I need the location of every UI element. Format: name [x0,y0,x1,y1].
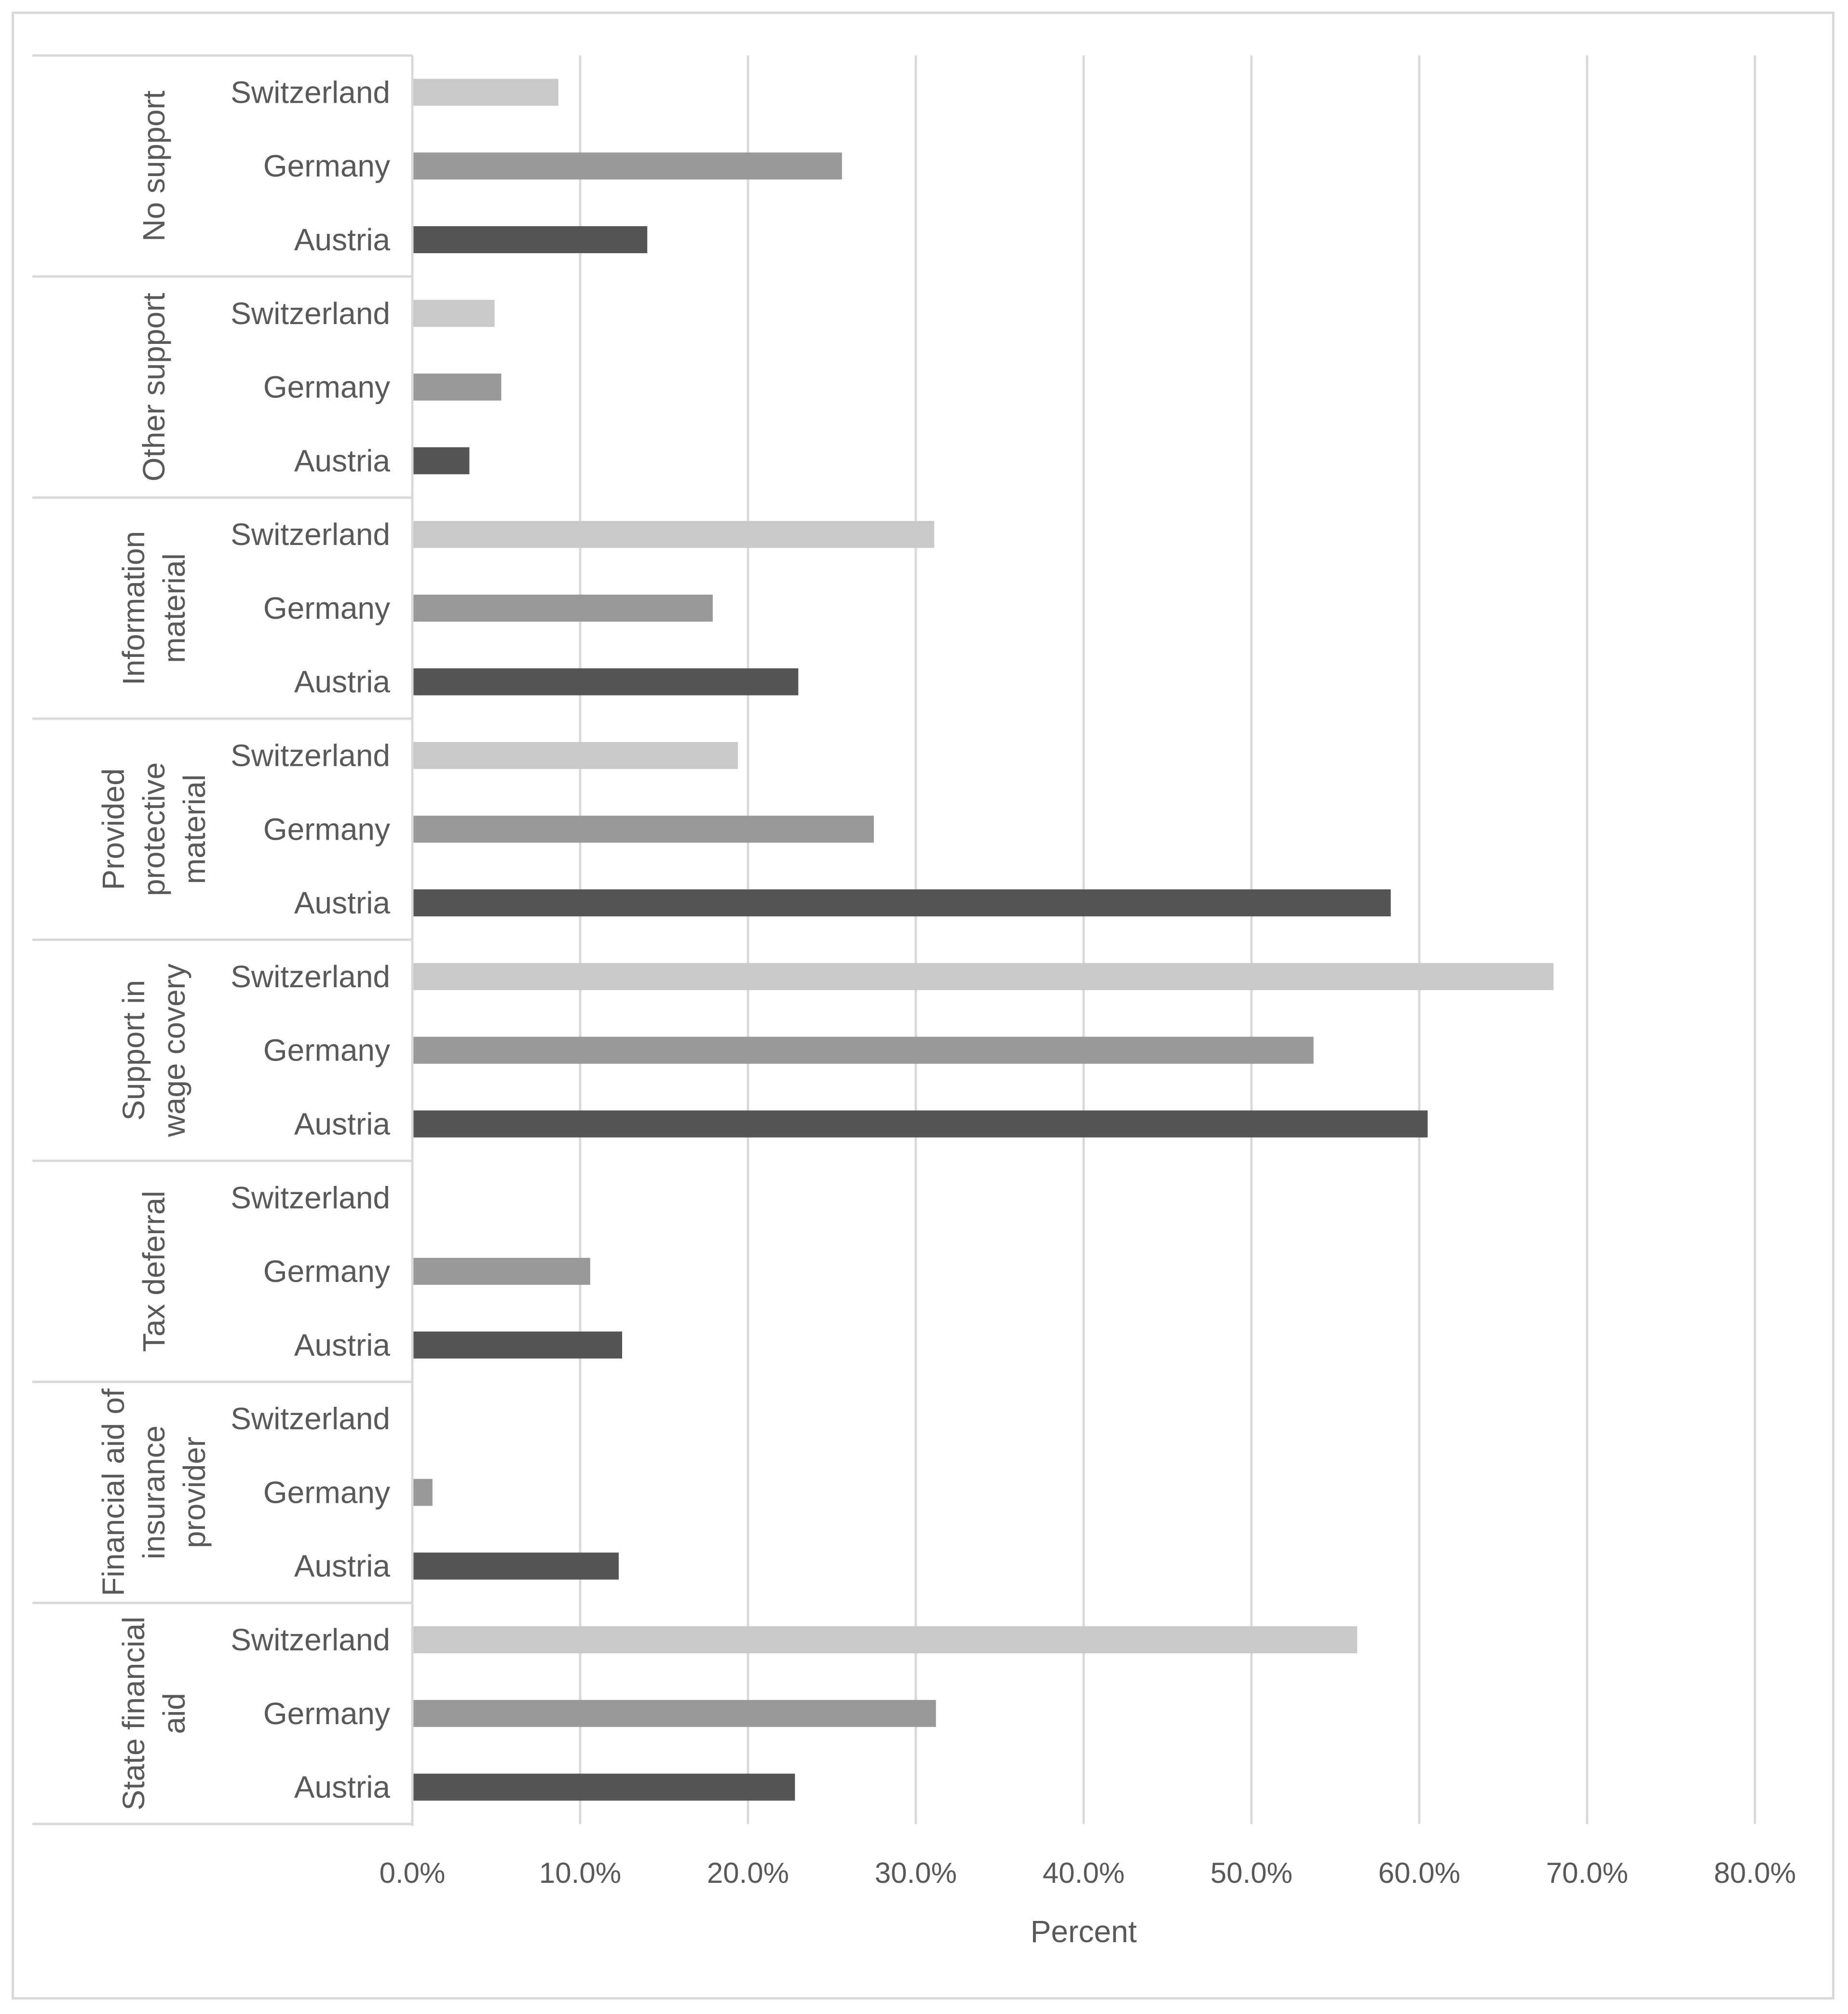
group-label: Financial aid of insurance provider [96,1388,212,1596]
bar-chart: No support Switzerland Germany Austria Other… [32,54,1796,1949]
bar-switzerland [412,521,935,548]
bar-germany [412,1479,433,1506]
x-axis-label: Percent [1031,1914,1137,1949]
bar-germany [412,373,502,401]
country-label: Switzerland [231,1622,390,1657]
bar-germany [412,1258,590,1285]
bar-germany [412,1700,936,1727]
country-label: Austria [294,885,391,920]
group-label-line: Provided [96,768,131,890]
group-label-line: Information [116,531,151,685]
bar-austria [412,226,648,253]
country-label: Germany [263,1254,390,1289]
country-label: Germany [263,1696,390,1731]
country-label: Austria [294,1106,391,1141]
country-label: Austria [294,1549,391,1583]
gridlines [579,55,1756,1824]
x-tick-label: 80.0% [1714,1857,1796,1889]
x-tick-label: 40.0% [1043,1857,1125,1889]
group-label: Other support [136,293,171,482]
country-label: Austria [294,665,391,699]
country-label: Austria [294,1328,391,1362]
country-label: Germany [263,1033,390,1068]
category-axis: No support Switzerland Germany Austria Other… [32,54,414,1826]
group-label-line: wage covery [157,964,191,1137]
x-tick-label: 0.0% [380,1857,446,1889]
group-label-line: insurance [136,1426,171,1560]
bar-switzerland [412,299,495,327]
bar-switzerland [412,742,738,769]
country-label: Switzerland [231,517,390,552]
country-label: Germany [263,149,390,183]
bar-germany [412,594,713,622]
country-label: Germany [263,812,390,846]
bar-switzerland [412,963,1554,990]
bar-austria [412,447,470,475]
country-label: Austria [294,1770,391,1805]
group-label: No support [136,90,171,241]
bar-austria [412,1110,1428,1138]
country-label: Austria [294,443,391,478]
group-label: Support in wage covery [116,964,191,1137]
bar-austria [412,1552,619,1580]
group-label: State financial aid [116,1617,191,1810]
country-label: Switzerland [231,296,390,331]
x-tick-label: 30.0% [875,1857,957,1889]
group-label-line: No support [136,90,171,241]
bar-austria [412,1331,622,1359]
group-label-line: Other support [136,293,171,482]
bar-austria [412,889,1391,917]
bars [412,79,1554,1801]
group-label: Provided protective material [96,762,212,896]
bar-switzerland [412,79,558,106]
country-label: Germany [263,1475,390,1510]
bar-germany [412,816,874,843]
x-tick-label: 20.0% [707,1857,789,1889]
bar-switzerland [412,1626,1358,1654]
group-label-line: Tax deferral [136,1191,171,1352]
x-tick-label: 10.0% [539,1857,621,1889]
group-label-line: State financial [116,1617,151,1810]
country-label: Switzerland [231,75,390,109]
country-label: Switzerland [231,1402,390,1436]
x-tick-label: 70.0% [1546,1857,1628,1889]
group-label: Information material [116,531,191,685]
group-label: Tax deferral [136,1191,171,1352]
bar-austria [412,1773,795,1801]
chart-frame: No support Switzerland Germany Austria Other… [12,12,1834,2000]
bar-germany [412,1036,1314,1064]
group-label-line: Financial aid of [96,1388,131,1596]
group-label-line: aid [157,1693,191,1734]
country-label: Switzerland [231,1180,390,1215]
group-label-line: material [177,775,212,885]
country-label: Germany [263,370,390,405]
country-label: Switzerland [231,738,390,773]
x-axis-ticks: 0.0% 10.0% 20.0% 30.0% 40.0% 50.0% 60.0% 70.0% 8… [380,1857,1796,1889]
country-label: Germany [263,591,390,626]
group-label-line: protective [136,762,171,896]
x-tick-label: 50.0% [1210,1857,1292,1889]
group-label-line: Support in [116,980,151,1121]
group-label-line: material [157,553,191,663]
x-tick-label: 60.0% [1378,1857,1460,1889]
group-label-line: provider [177,1437,212,1548]
bar-austria [412,668,799,695]
country-label: Switzerland [231,959,390,994]
country-label: Austria [294,222,391,257]
bar-germany [412,152,842,180]
